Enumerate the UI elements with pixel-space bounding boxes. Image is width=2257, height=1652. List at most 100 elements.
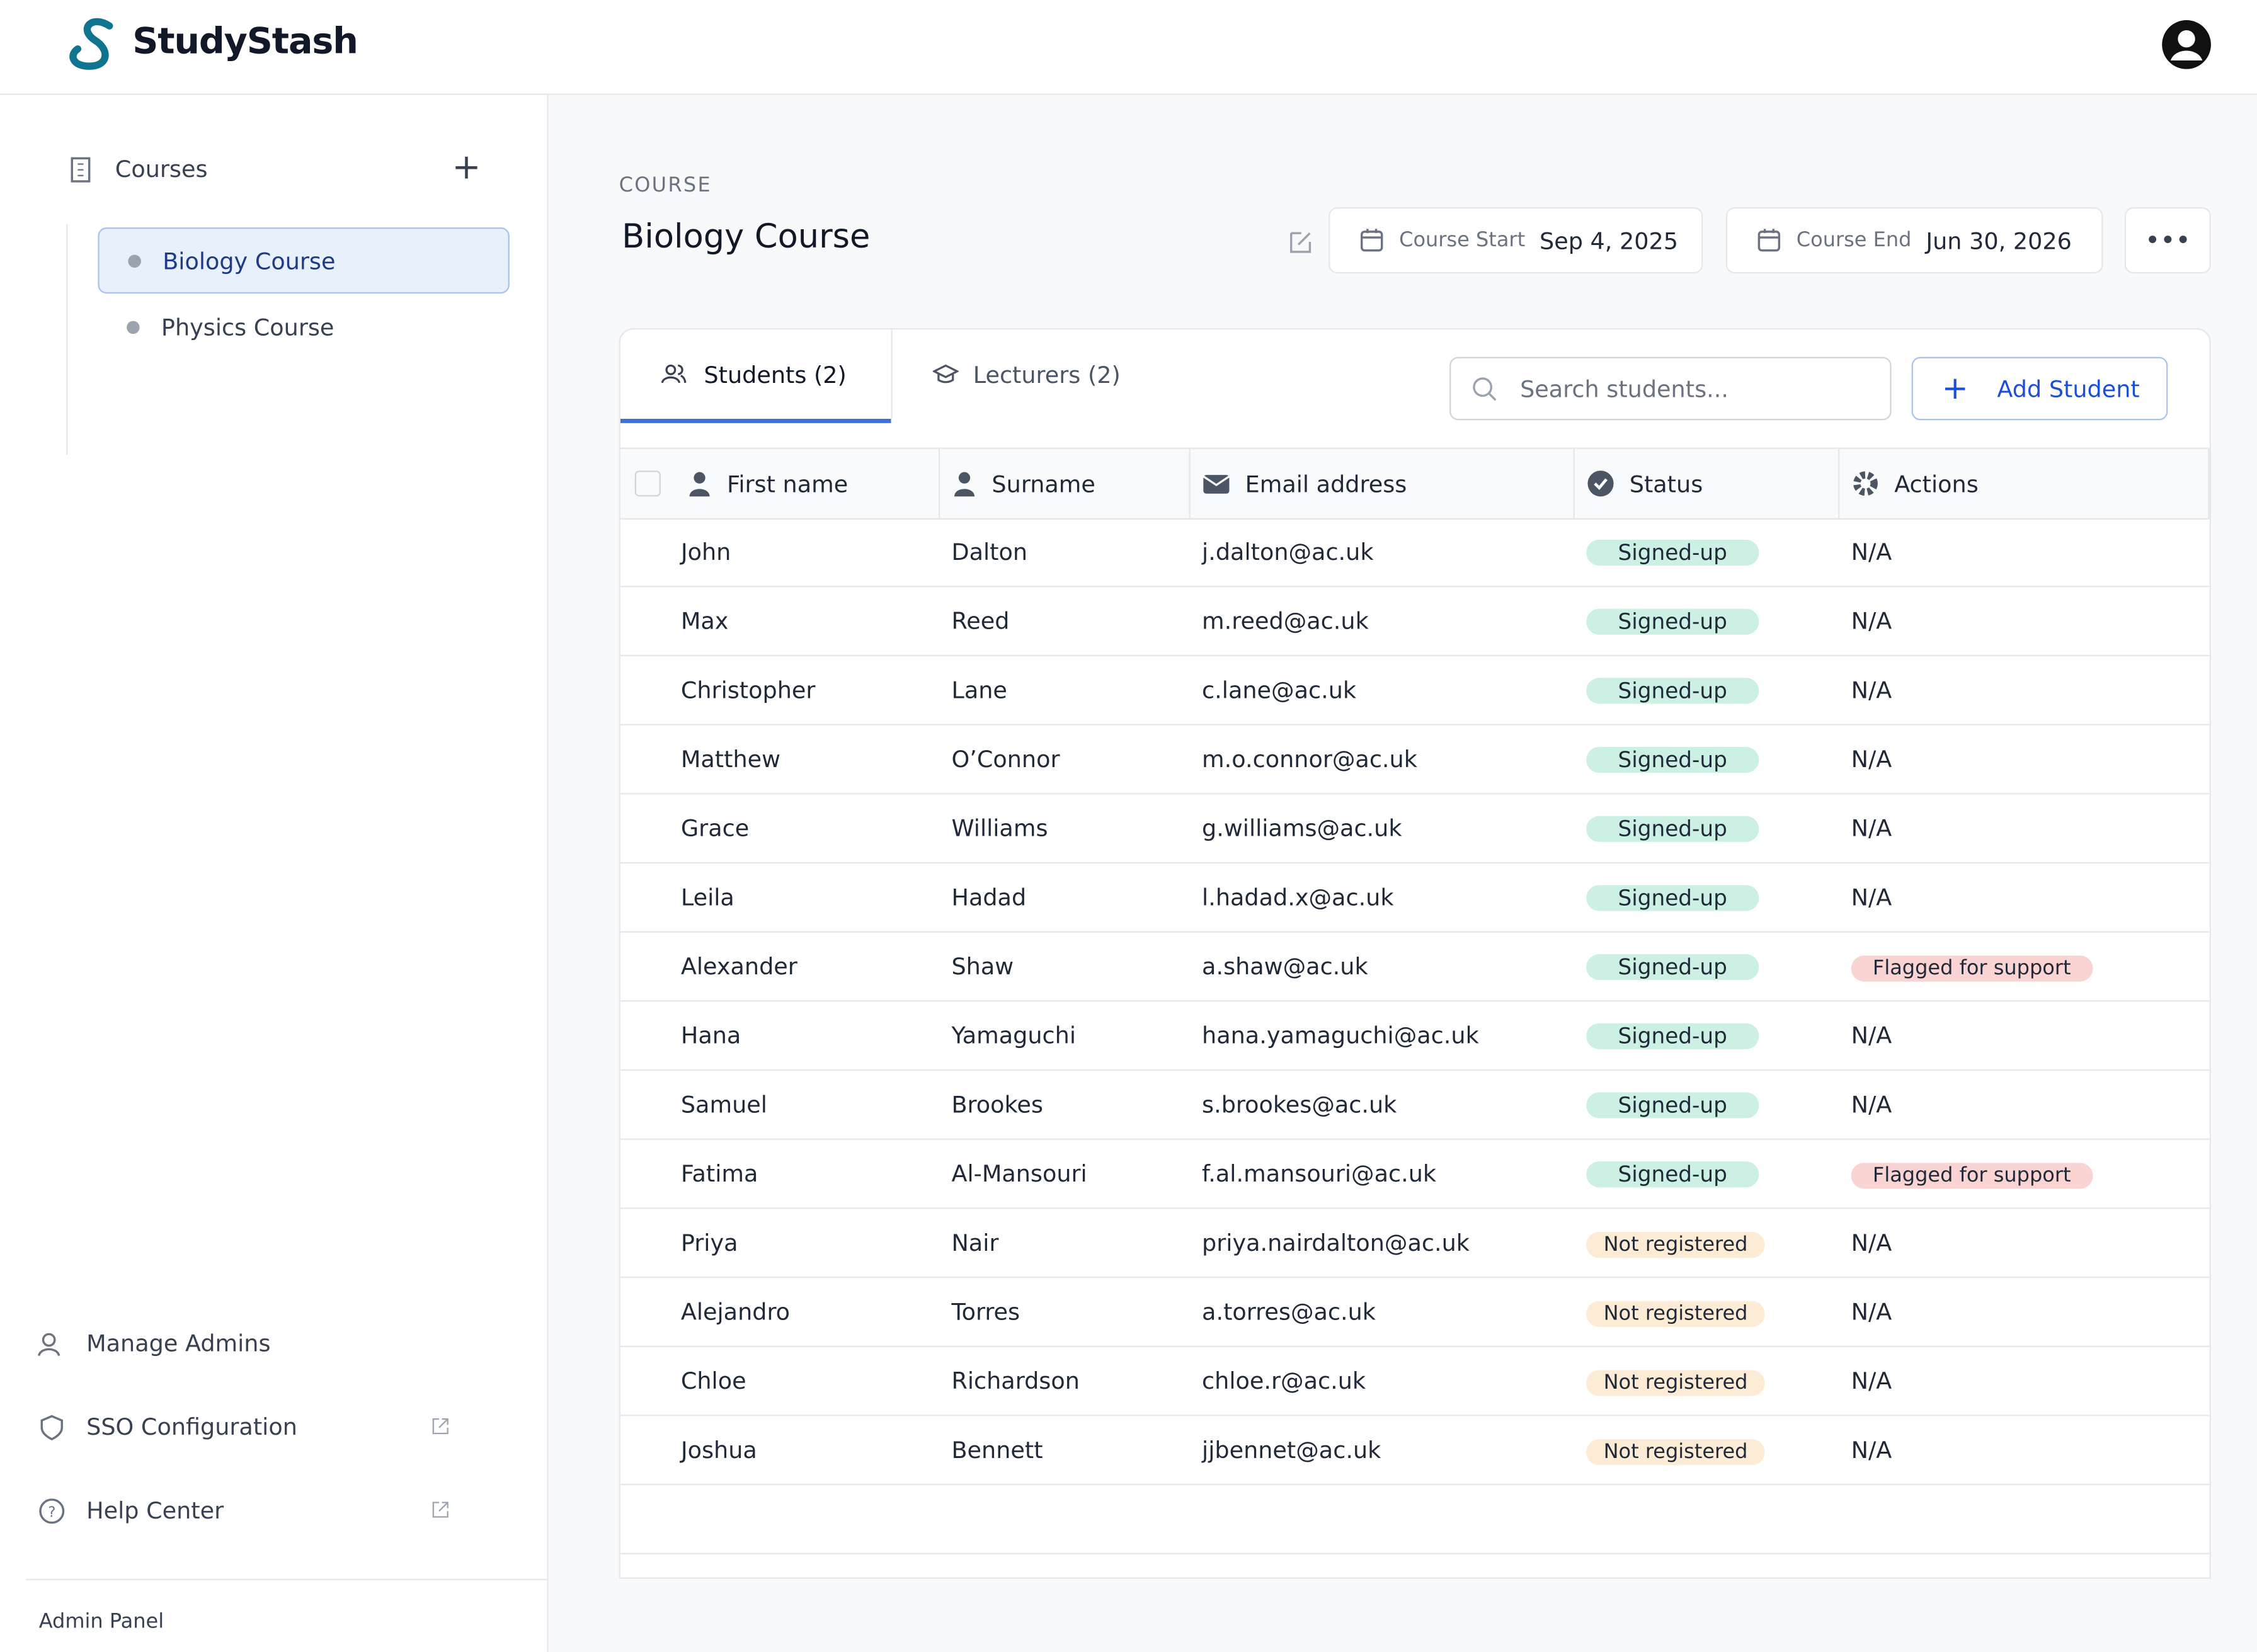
table-cell: N/A [1839,676,2209,704]
cell-text: Samuel [680,1091,767,1119]
table-cell: O’Connor [940,746,1191,773]
course-end[interactable]: Course End Jun 30, 2026 [1725,207,2103,274]
cell-text: N/A [1851,1298,1892,1326]
table-cell: Signed-up [1575,676,1839,704]
empty-row [620,1485,2210,1554]
icon [1203,475,1230,494]
table-cell: N/A [1839,1437,2209,1464]
more-button[interactable]: ••• [2124,207,2211,274]
status-badge: Signed-up [1586,954,1759,981]
table-cell: Bennett [940,1437,1191,1464]
cell-text: Bennett [951,1436,1043,1464]
table-cell: s.brookes@ac.uk [1191,1091,1575,1118]
table-cell: Flagged for support [1839,952,2209,981]
tree-line [66,224,68,455]
cell-text: c.lane@ac.uk [1202,676,1357,704]
cell-text: Christopher [680,676,816,704]
date-value: Jun 30, 2026 [1926,226,2072,254]
table-row: Christopher Lane c.lane@ac.uk Signed-up N/A [620,656,2210,726]
cell-text: jjbennet@ac.uk [1202,1436,1381,1464]
cell-text: Priya [680,1229,738,1256]
cell-text: N/A [1851,1091,1892,1119]
table-cell: m.reed@ac.uk [1191,607,1575,634]
lecturers-icon [932,364,959,384]
table-cell: Chloe [620,1367,940,1394]
nav-link[interactable]: Help Center [86,1496,224,1524]
table-cell: Signed-up [1575,538,1839,566]
nav-link[interactable]: SSO Configuration [86,1413,297,1441]
status-badge: Signed-up [1586,746,1759,773]
main: COURSE Biology Course Course Start Sep 4,… [548,94,2257,1652]
icon [689,472,710,497]
column-icon [687,470,712,497]
column-icon [1586,469,1615,498]
shield-icon [40,1415,63,1440]
avatar[interactable] [2161,19,2212,71]
cell-text: m.reed@ac.uk [1202,607,1369,635]
table-cell: jjbennet@ac.uk [1191,1437,1575,1464]
cell-text: Brookes [951,1091,1043,1119]
table-cell: Brookes [940,1091,1191,1118]
cell-text: John [680,538,731,566]
table-cell: l.hadad.x@ac.uk [1191,884,1575,911]
nav-link[interactable]: Manage Admins [86,1330,271,1357]
cell-text: N/A [1851,538,1892,566]
divider [26,1578,547,1581]
table-row: Samuel Brookes s.brookes@ac.uk Signed-up N/A [620,1071,2210,1140]
edit-icon[interactable] [1287,227,1316,256]
status-badge: Signed-up [1586,1023,1759,1049]
table-cell: Williams [940,814,1191,841]
select-all-checkbox[interactable] [634,470,661,497]
column-label: Surname [991,470,1095,498]
cell-text: Leila [680,884,734,911]
table-cell: priya.nairdalton@ac.uk [1191,1229,1575,1256]
cell-text: f.al.mansouri@ac.uk [1202,1159,1437,1188]
status-badge: Signed-up [1586,1161,1759,1188]
course-item[interactable]: Biology Course [98,227,510,294]
cell-text: N/A [1851,1436,1892,1464]
course-start[interactable]: Course Start Sep 4, 2025 [1328,207,1703,274]
action-badge[interactable]: Flagged for support [1851,1162,2093,1188]
add-student-button[interactable]: + Add Student [1911,356,2168,421]
cell-text: N/A [1851,814,1892,842]
svg-text:?: ? [48,1504,55,1520]
column-label: First name [726,470,849,498]
table-cell: N/A [1839,1091,2209,1118]
search-box[interactable]: Search students... [1449,356,1892,421]
cell-text: O’Connor [951,745,1060,773]
table-cell: Signed-up [1575,1022,1839,1049]
cell-text: Dalton [951,538,1028,566]
cell-text: Yamaguchi [951,1022,1077,1049]
table-cell: c.lane@ac.uk [1191,676,1575,704]
course-item[interactable]: Physics Course [98,295,506,358]
table-cell: Signed-up [1575,1160,1839,1188]
table-row: Hana Yamaguchi hana.yamaguchi@ac.uk Signed-… [620,1001,2210,1071]
cell-text: Reed [951,607,1010,635]
table-cell: Not registered [1575,1228,1839,1258]
table-row: Joshua Bennett jjbennet@ac.uk Not registere… [620,1416,2210,1486]
action-badge[interactable]: Flagged for support [1851,955,2093,981]
cell-text: Shaw [951,952,1014,981]
table-row: Chloe Richardson chloe.r@ac.uk Not register… [620,1347,2210,1416]
column-header: Status [1575,448,1840,518]
table-row: John Dalton j.dalton@ac.uk Signed-up N/A [620,518,2210,588]
add-course[interactable]: + [452,147,481,188]
column-header: Email address [1191,448,1575,518]
status-badge: Signed-up [1586,539,1759,566]
search-icon [1473,377,1497,401]
external-icon [432,1418,449,1435]
tab-active[interactable]: Students (2) [620,329,891,423]
status-badge: Signed-up [1586,608,1759,635]
external-icon [432,1501,449,1518]
cell-text: N/A [1851,884,1892,911]
status-badge: Not registered [1586,1369,1765,1396]
table-cell: Samuel [620,1091,940,1118]
cell-text: N/A [1851,607,1892,635]
tab[interactable]: Lecturers (2) [891,329,1151,419]
table-cell: Hadad [940,884,1191,911]
table-cell: f.al.mansouri@ac.uk [1191,1160,1575,1187]
table-row: Leila Hadad l.hadad.x@ac.uk Signed-up N/A [620,863,2210,933]
table-cell: j.dalton@ac.uk [1191,538,1575,566]
cell-text: s.brookes@ac.uk [1202,1091,1397,1119]
